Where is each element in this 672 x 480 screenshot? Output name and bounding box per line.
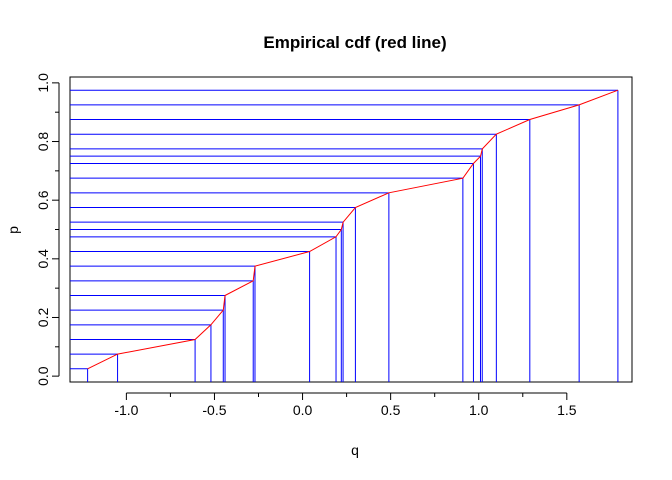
x-tick-label: 1.0 — [469, 402, 489, 418]
x-tick-label: -1.0 — [114, 402, 138, 418]
y-axis-label: p — [5, 226, 21, 234]
guide-lines — [70, 89, 619, 382]
x-axis: -1.0 -0.5 0.0 0.5 1.0 1.5 — [114, 392, 577, 418]
y-tick-label: 0.4 — [35, 249, 51, 269]
y-tick-label: 1.0 — [35, 73, 51, 93]
x-axis-label: q — [351, 442, 359, 458]
chart-title: Empirical cdf (red line) — [263, 33, 446, 52]
cdf-line — [87, 89, 619, 370]
y-tick-label: 0.0 — [35, 366, 51, 386]
y-tick-label: 0.6 — [35, 190, 51, 210]
y-tick-label: 0.8 — [35, 132, 51, 152]
x-tick-label: -0.5 — [202, 402, 226, 418]
x-tick-label: 0.0 — [293, 402, 313, 418]
x-tick-label: 1.5 — [557, 402, 577, 418]
cdf-line-group — [87, 89, 619, 370]
y-axis: 0.0 0.2 0.4 0.6 0.8 1.0 — [35, 73, 60, 386]
y-tick-label: 0.2 — [35, 308, 51, 328]
x-tick-label: 0.5 — [381, 402, 401, 418]
